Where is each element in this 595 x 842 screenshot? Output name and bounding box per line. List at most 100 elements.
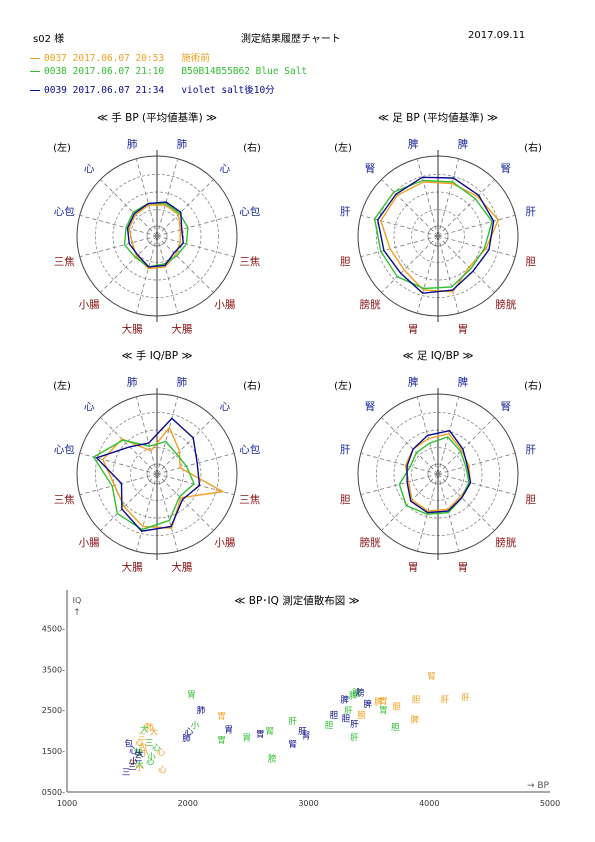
radar-spoke (79, 473, 158, 496)
axis-label-r: 心包 (239, 443, 260, 456)
y-tick-label: 4500- (42, 624, 65, 633)
legend-id: 0038 (44, 66, 67, 77)
radar-spoke (135, 396, 158, 475)
scatter-title: ≪ BP･IQ 測定値散布図 ≫ (234, 594, 359, 607)
radar-spoke (156, 452, 235, 475)
scatter-point-0038: 大 (135, 760, 144, 771)
y-tick-label: 3500- (42, 665, 65, 674)
axis-label-l: 脾 (408, 375, 419, 388)
radar-spoke (416, 158, 439, 237)
scatter-point-0037: 肝 (441, 695, 450, 705)
side-left-label: (左) (53, 379, 71, 392)
legend-swatch (30, 90, 40, 91)
radar-spoke (156, 473, 179, 552)
scatter-point-0039: 肺 (197, 706, 206, 716)
scatter-point-0039: 小 (129, 756, 138, 767)
axis-label-l: 小腸 (79, 299, 100, 311)
scatter-point-0037: 心 (135, 739, 144, 749)
radar-spoke (100, 473, 158, 531)
scatter-point-0038: 肝 (344, 707, 353, 717)
radar-spoke (381, 235, 439, 293)
page-title: 測定結果履歴チャート (241, 34, 341, 45)
radar-title: ≪ 足 BP (平均値基準) ≫ (378, 111, 498, 124)
scatter-point-0038: 腎 (266, 727, 275, 737)
radar-spoke (381, 417, 439, 475)
radar-spoke (437, 235, 460, 314)
radar-spoke (156, 473, 214, 531)
scatter-point-0038: 包 (134, 747, 143, 758)
radar-spoke (437, 158, 460, 237)
radar-spoke (437, 452, 516, 475)
radar-spoke (381, 179, 439, 237)
radar-spoke (156, 396, 179, 475)
y-tick-label: 0500- (42, 788, 65, 797)
axis-label-l: 脾 (408, 137, 419, 150)
radar-spoke (135, 158, 158, 237)
scatter-point-0039: 胆 (342, 714, 351, 724)
scatter-point-0038: 胃 (187, 690, 196, 700)
radar-spoke (437, 214, 516, 237)
scatter-point-0037: 脾 (374, 697, 383, 708)
legend-item-0037: 0037 2017.06.07 20:53 施術前 (30, 50, 210, 64)
axis-label-r: 胃 (458, 562, 469, 574)
x-tick-label: 1000 (57, 799, 77, 808)
scatter-point-0038: 胆 (391, 723, 400, 733)
scatter-point-0039: 三 (134, 754, 143, 764)
side-right-label: (右) (243, 141, 261, 154)
scatter-point-0039: 胃 (225, 726, 234, 736)
scatter-point-0037: 脾 (411, 714, 420, 725)
axis-label-r: 心 (220, 163, 231, 175)
scatter-point-0037: 腎 (427, 672, 436, 682)
legend-item-0039: 0039 2017.06.07 21:34 violet salt後10分 (30, 82, 275, 96)
scatter-point-0039: 腎 (289, 740, 298, 750)
axis-label-l: 心 (84, 401, 95, 413)
radar-spoke (416, 235, 439, 314)
scatter-point-0038: 心 (152, 744, 161, 754)
axis-label-r: 大腸 (171, 561, 192, 574)
scatter-point-0038: 小 (147, 752, 156, 763)
axis-label-l: 肝 (340, 206, 351, 218)
legend-item-0038: 0038 2017.06.07 21:10 B50B14B55B62 Blue … (30, 66, 307, 77)
series-polygon-0038 (92, 439, 195, 531)
radar-spoke (156, 235, 235, 258)
axis-label-r: 肺 (177, 376, 188, 388)
side-left-label: (左) (334, 141, 352, 154)
side-left-label: (左) (334, 379, 352, 392)
series-polygon-0037 (128, 204, 181, 270)
series-polygon-0039 (406, 429, 472, 514)
scatter-point-0038: 大 (140, 724, 149, 735)
axis-label-l: 肝 (340, 444, 351, 456)
legend-id: 0039 (44, 85, 67, 96)
legend-id: 0037 (44, 53, 67, 64)
series-polygon-0039 (126, 201, 185, 268)
scatter-point-0039: 胆 (330, 711, 339, 721)
x-tick-label: 4000 (419, 799, 439, 808)
radar-spoke (437, 417, 495, 475)
axis-label-r: 肝 (525, 206, 536, 218)
radar-spoke (360, 235, 439, 258)
scatter-point-0039: 包 (124, 738, 133, 749)
side-right-label: (右) (524, 141, 542, 154)
scatter-point-0038: 胃 (243, 733, 252, 743)
scatter-point-0038: 心 (146, 757, 155, 767)
radar-spoke (381, 473, 439, 531)
scatter-point-0039: 心 (129, 746, 138, 756)
axis-label-l: 小腸 (79, 537, 100, 549)
radar-spoke (437, 235, 495, 293)
scatter-point-0037: 大 (150, 727, 159, 738)
y-tick-label: 2500- (42, 706, 65, 715)
legend-note: violet salt後10分 (181, 85, 275, 96)
radar-spoke (416, 473, 439, 552)
radar-spoke (100, 417, 158, 475)
scatter-point-0039: 肝 (298, 727, 307, 737)
radar-spoke (360, 473, 439, 496)
radar-spoke (135, 235, 158, 314)
radar-spoke (156, 417, 214, 475)
scatter-point-0037: 膀 (357, 710, 366, 721)
radar-spoke (437, 396, 460, 475)
radar-spoke (416, 396, 439, 475)
axis-label-r: 腎 (501, 401, 512, 413)
radar-spoke (156, 179, 214, 237)
scatter-point-0038: 膀 (268, 754, 277, 765)
